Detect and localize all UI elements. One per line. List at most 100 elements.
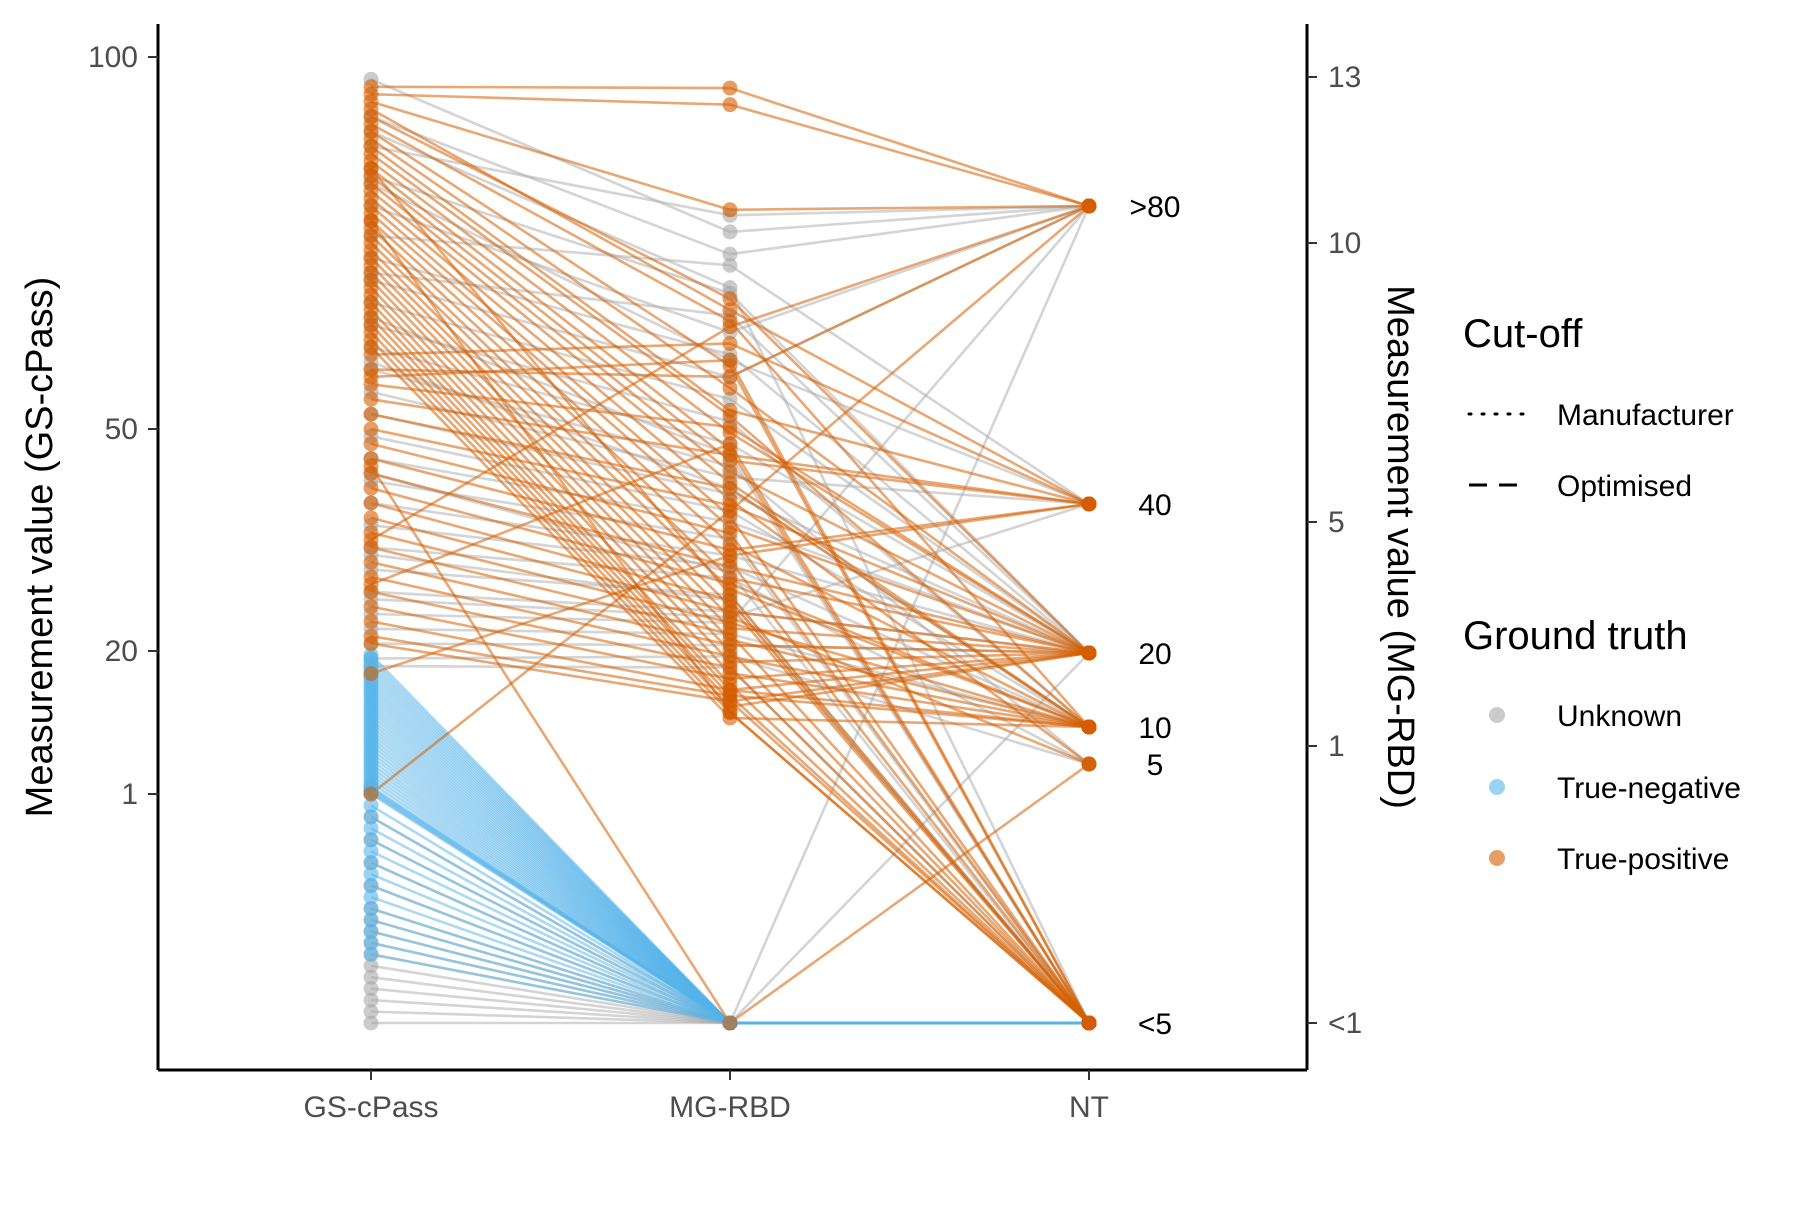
sample-point-true-positive — [722, 604, 738, 620]
sample-point-true-positive — [722, 369, 738, 385]
sample-point-true-positive — [363, 406, 379, 422]
sample-point-true-positive — [363, 599, 379, 615]
sample-line-true-negative — [370, 953, 1089, 1025]
sample-point-unknown — [722, 391, 738, 407]
sample-point-unknown — [363, 969, 379, 985]
sample-point-true-positive — [1081, 756, 1097, 772]
sample-point-true-positive — [363, 666, 379, 682]
sample-point-true-positive — [722, 637, 738, 653]
sample-point-true-positive — [722, 464, 738, 480]
sample-point-true-positive — [363, 347, 379, 363]
sample-point-true-positive — [363, 480, 379, 496]
nt-level-label: 5 — [1147, 749, 1164, 782]
legend-title-ground-truth: Ground truth — [1463, 614, 1688, 658]
nt-level-label: 20 — [1138, 638, 1171, 671]
sample-point-unknown — [722, 224, 738, 240]
sample-point-true-positive — [363, 510, 379, 526]
legend-label-optimised: Optimised — [1557, 470, 1692, 503]
sample-point-true-negative — [363, 866, 379, 882]
legend-key-true-negative — [1489, 779, 1505, 795]
left-y-tick-label: 100 — [88, 41, 138, 74]
sample-point-true-positive — [722, 80, 738, 96]
nt-level-label: >80 — [1130, 191, 1181, 224]
sample-point-true-positive — [1081, 496, 1097, 512]
sample-point-true-positive — [363, 161, 379, 177]
sample-point-unknown — [363, 1004, 379, 1020]
legend-label-unknown: Unknown — [1557, 700, 1682, 733]
legend-title-cutoff: Cut-off — [1463, 312, 1583, 356]
sample-point-true-positive — [363, 436, 379, 452]
legend-label-manufacturer: Manufacturer — [1557, 399, 1734, 432]
left-y-axis-title: Measurement value (GS-cPass) — [19, 277, 61, 818]
sample-point-true-positive — [722, 447, 738, 463]
sample-point-true-positive — [722, 408, 738, 424]
legend: Cut-off Manufacturer Optimised Ground tr… — [1463, 312, 1741, 876]
right-y-tick-label: <1 — [1328, 1007, 1362, 1040]
sample-point-true-negative — [363, 832, 379, 848]
sample-point-true-positive — [722, 587, 738, 603]
right-y-tick-label: 1 — [1328, 730, 1345, 763]
sample-point-true-negative — [363, 923, 379, 939]
nt-level-label: 40 — [1138, 489, 1171, 522]
sample-point-unknown — [363, 981, 379, 997]
sample-point-true-positive — [722, 559, 738, 575]
sample-line-true-negative — [370, 930, 1089, 1025]
sample-point-true-positive — [1081, 645, 1097, 661]
sample-point-true-negative — [363, 901, 379, 916]
left-y-ticks: 100 50 20 1 — [88, 41, 158, 811]
x-tick-label: NT — [1069, 1091, 1109, 1124]
sample-point-true-positive — [722, 548, 738, 564]
sample-line-unknown — [370, 953, 1089, 1025]
sample-line-unknown — [370, 930, 1089, 1025]
right-y-tick-label: 13 — [1328, 61, 1361, 94]
sample-point-true-positive — [722, 626, 738, 642]
sample-point-true-positive — [363, 421, 379, 437]
sample-point-true-positive — [363, 613, 379, 629]
x-tick-label: MG-RBD — [669, 1091, 791, 1124]
nt-level-label: <5 — [1138, 1008, 1172, 1041]
sample-point-true-positive — [722, 436, 738, 452]
sample-point-true-positive — [722, 576, 738, 592]
nt-level-labels: >80 40 20 10 5 <5 — [1130, 191, 1181, 1041]
sample-point-true-negative — [363, 935, 379, 951]
left-y-tick-label: 20 — [105, 635, 138, 668]
sample-point-true-positive — [1081, 198, 1097, 214]
sample-point-true-positive — [722, 419, 738, 435]
x-ticks: GS-cPass MG-RBD NT — [303, 1070, 1109, 1124]
legend-key-unknown — [1489, 707, 1505, 723]
sample-point-true-positive — [1081, 1015, 1097, 1031]
right-y-ticks: 13 10 5 1 <1 — [1307, 61, 1362, 1040]
sample-point-true-positive — [722, 380, 738, 396]
legend-label-true-negative: True-negative — [1557, 772, 1741, 805]
sample-point-true-positive — [722, 648, 738, 664]
sample-point-true-negative — [363, 912, 379, 928]
sample-point-true-positive — [363, 786, 379, 802]
sample-point-true-negative — [363, 855, 379, 871]
sample-point-unknown — [722, 257, 738, 273]
sample-point-true-positive — [722, 319, 738, 335]
sample-point-true-positive — [722, 481, 738, 497]
sample-point-true-positive — [722, 525, 738, 541]
x-tick-label: GS-cPass — [303, 1091, 438, 1124]
sample-point-true-positive — [363, 213, 379, 229]
nt-level-label: 10 — [1138, 712, 1171, 745]
sample-point-true-positive — [1081, 719, 1097, 735]
sample-point-true-positive — [722, 352, 738, 368]
sample-point-true-positive — [722, 671, 738, 687]
sample-point-true-positive — [363, 458, 379, 474]
right-y-tick-label: 5 — [1328, 506, 1345, 539]
sample-point-unknown — [722, 280, 738, 296]
sample-point-true-positive — [722, 1015, 738, 1031]
sample-point-true-positive — [722, 615, 738, 631]
sample-point-true-positive — [722, 302, 738, 318]
sample-point-true-positive — [722, 202, 738, 218]
sample-point-unknown — [363, 1015, 379, 1031]
sample-point-true-positive — [363, 554, 379, 570]
sample-point-true-positive — [363, 636, 379, 652]
sample-point-true-positive — [363, 532, 379, 548]
sample-point-true-positive — [722, 693, 738, 709]
sample-point-true-positive — [722, 335, 738, 351]
sample-points — [363, 71, 1097, 1031]
